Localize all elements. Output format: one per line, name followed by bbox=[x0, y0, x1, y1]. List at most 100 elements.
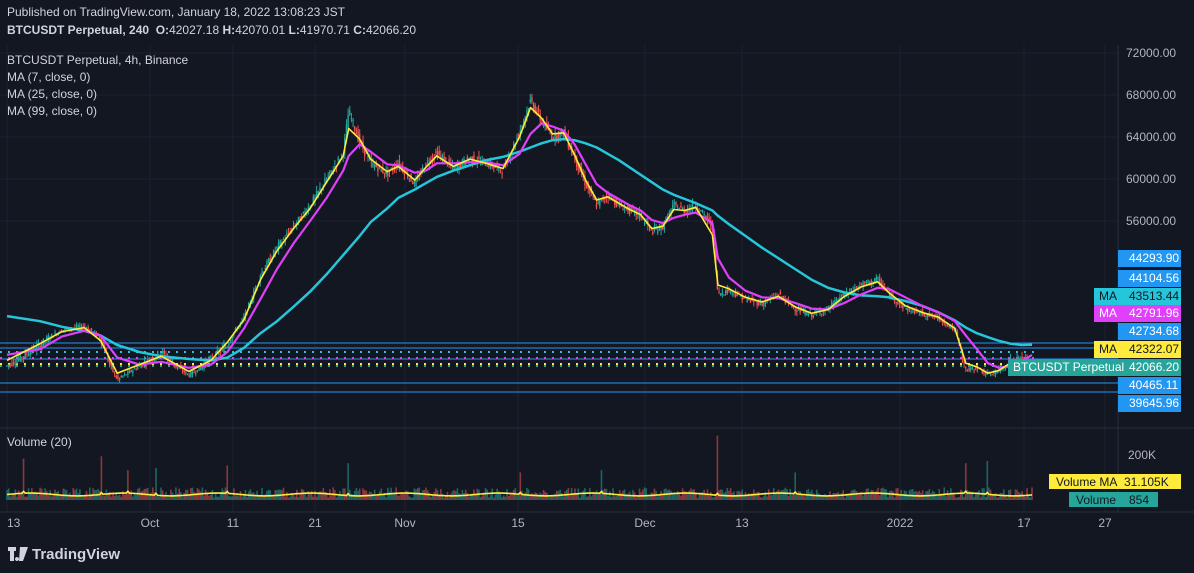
volume-bar bbox=[907, 495, 909, 500]
price-tag bbox=[1094, 341, 1118, 358]
candle-body bbox=[262, 271, 265, 274]
volume-bar bbox=[796, 494, 798, 500]
volume-bar bbox=[108, 491, 111, 500]
volume-bar bbox=[388, 491, 391, 500]
volume-bar bbox=[241, 496, 243, 500]
candle-body bbox=[948, 324, 950, 328]
volume-bar bbox=[347, 463, 349, 500]
volume-bar bbox=[234, 495, 237, 500]
candle-body bbox=[759, 301, 762, 304]
series-title[interactable]: BTCUSDT Perpetual, 4h, Binance bbox=[7, 53, 189, 67]
candle-body bbox=[678, 208, 680, 210]
volume-bar bbox=[24, 496, 27, 500]
volume-bar bbox=[653, 488, 656, 500]
candle-body bbox=[357, 129, 359, 142]
volume-bar bbox=[132, 496, 134, 500]
volume-bar bbox=[893, 497, 896, 500]
volume-bar bbox=[489, 495, 492, 500]
ma99-legend[interactable]: MA (99, close, 0) bbox=[7, 104, 98, 118]
candle-body bbox=[811, 314, 813, 318]
grid bbox=[0, 45, 1118, 512]
price-tick-label: 56000.00 bbox=[1126, 214, 1176, 228]
candle-body bbox=[557, 134, 560, 138]
candle-body bbox=[486, 165, 488, 167]
candle-body bbox=[968, 368, 970, 371]
volume-bar bbox=[772, 488, 775, 500]
candle-body bbox=[776, 295, 778, 297]
candle-body bbox=[79, 324, 81, 327]
candle-body bbox=[519, 130, 522, 135]
volume-bar bbox=[1029, 497, 1032, 500]
candle-body bbox=[112, 366, 114, 372]
candle-body bbox=[645, 223, 647, 225]
volume-bar bbox=[681, 488, 684, 500]
tradingview-brand[interactable]: TradingView bbox=[8, 546, 120, 563]
volume-bar bbox=[998, 496, 1000, 500]
volume-bar bbox=[295, 489, 298, 500]
volume-bar bbox=[32, 492, 35, 500]
volume-bar bbox=[140, 491, 142, 500]
price-badge bbox=[1118, 305, 1181, 322]
price-badge-label: 44104.56 bbox=[1129, 271, 1179, 285]
volume-bar bbox=[844, 497, 846, 500]
candle-body bbox=[87, 327, 89, 331]
volume-bar bbox=[385, 497, 388, 500]
volume-bar bbox=[325, 492, 328, 500]
volume-bar bbox=[1027, 495, 1030, 500]
candle-body bbox=[501, 173, 503, 175]
volume-bar bbox=[70, 496, 73, 500]
volume-bar bbox=[832, 493, 835, 500]
volume-bar bbox=[726, 487, 729, 500]
price-tag bbox=[1008, 359, 1118, 376]
volume-bar bbox=[113, 496, 116, 500]
volume-bar bbox=[122, 491, 124, 500]
close-value: 42066.20 bbox=[365, 23, 417, 37]
volume-bar bbox=[14, 489, 17, 500]
candle-body bbox=[989, 374, 992, 376]
candle-body bbox=[392, 169, 394, 171]
candle-body bbox=[493, 165, 495, 169]
ma7-legend[interactable]: MA (7, close, 0) bbox=[7, 70, 91, 84]
volume-bar bbox=[423, 489, 426, 500]
candle-body bbox=[65, 328, 68, 330]
candle-body bbox=[269, 258, 271, 262]
candle-body bbox=[441, 155, 444, 160]
volume-bar bbox=[764, 492, 767, 500]
volume-bar bbox=[206, 492, 209, 500]
ma25-legend[interactable]: MA (25, close, 0) bbox=[7, 87, 98, 101]
volume-bar bbox=[120, 496, 123, 500]
volume-bar bbox=[865, 489, 868, 500]
volume-bar bbox=[524, 492, 527, 500]
candle-body bbox=[731, 290, 733, 293]
candle-body bbox=[196, 370, 199, 372]
volume-bar bbox=[337, 495, 339, 500]
candle-body bbox=[264, 268, 267, 270]
volume-bar bbox=[37, 495, 40, 500]
volume-bar bbox=[762, 496, 765, 500]
time-tick-label: 17 bbox=[1017, 516, 1031, 530]
candle-body bbox=[554, 132, 556, 140]
volume-bar bbox=[468, 496, 470, 500]
candle-body bbox=[602, 198, 604, 201]
candle-body bbox=[279, 240, 281, 245]
volume-bar bbox=[151, 487, 154, 500]
volume-bar bbox=[769, 495, 772, 500]
volume-bar bbox=[504, 496, 507, 500]
volume-bar bbox=[569, 495, 571, 500]
price-badge-label: 42734.68 bbox=[1129, 324, 1179, 338]
candle-body bbox=[193, 372, 195, 374]
volume-bar bbox=[382, 494, 384, 500]
volume-bar bbox=[516, 494, 518, 500]
volume-ma-badge bbox=[1118, 474, 1181, 489]
volume-bar bbox=[115, 493, 118, 500]
volume-bar bbox=[75, 488, 78, 500]
volume-bar bbox=[812, 493, 815, 500]
volume-bar bbox=[413, 488, 416, 500]
price-badge bbox=[1118, 288, 1181, 305]
volume-bar bbox=[858, 494, 861, 500]
candle-body bbox=[587, 184, 589, 189]
volume-legend[interactable]: Volume (20) bbox=[7, 435, 72, 449]
candle-body bbox=[569, 145, 571, 150]
volume-bar bbox=[675, 494, 677, 500]
